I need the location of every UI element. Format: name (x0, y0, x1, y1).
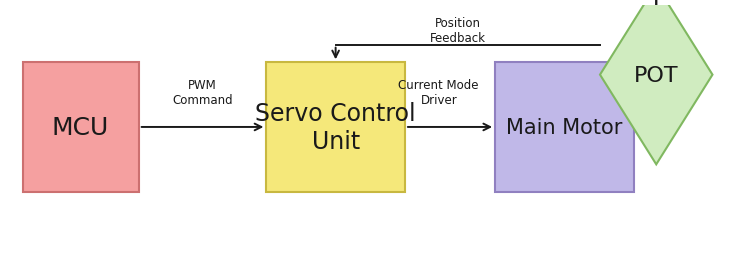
FancyBboxPatch shape (22, 63, 139, 192)
Text: Current Mode
Driver: Current Mode Driver (398, 79, 479, 107)
FancyBboxPatch shape (266, 63, 405, 192)
Text: Main Motor: Main Motor (506, 118, 622, 137)
Text: POT: POT (634, 65, 679, 85)
Text: MCU: MCU (52, 116, 110, 139)
Text: Position
Feedback: Position Feedback (430, 17, 485, 45)
Text: Servo Control
Unit: Servo Control Unit (255, 102, 416, 153)
Text: PWM
Command: PWM Command (172, 79, 232, 107)
Polygon shape (600, 0, 712, 165)
FancyBboxPatch shape (495, 63, 634, 192)
